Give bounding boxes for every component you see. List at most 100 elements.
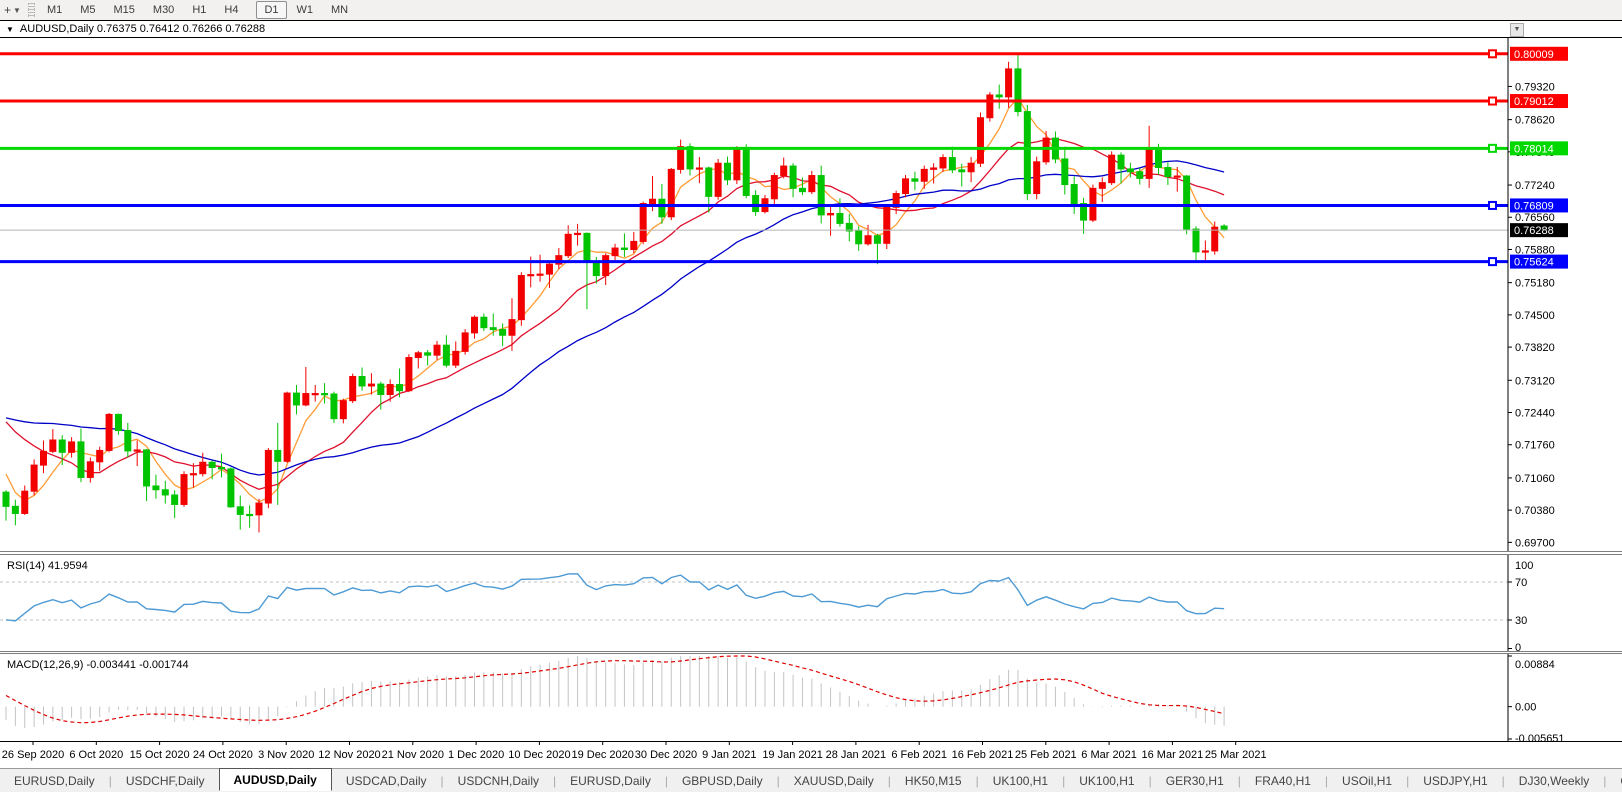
chart-tab-uk100-h1[interactable]: UK100,H1 <box>992 773 1049 788</box>
tab-separator: | <box>975 773 979 788</box>
timeframe-button-m15[interactable]: M15 <box>113 4 135 16</box>
horizontal-lines-layer <box>0 49 1508 267</box>
timeframe-button-h1[interactable]: H1 <box>192 4 207 16</box>
chart-tab-gbpusd-daily[interactable]: GBPUSD,Daily <box>681 773 763 788</box>
chart-tab-eurusd-daily[interactable]: EURUSD,Daily <box>570 773 651 788</box>
tab-separator: | <box>553 773 557 788</box>
candle-body <box>246 513 254 517</box>
chart-tab-hk50-m15[interactable]: HK50,M15 <box>904 773 962 788</box>
timeframe-button-w1[interactable]: W1 <box>296 4 314 16</box>
timeframe-button-m5[interactable]: M5 <box>80 4 96 16</box>
candle-body <box>180 474 188 505</box>
rsi-tick-label: 0 <box>1515 642 1521 651</box>
timeframe-button-m1[interactable]: M1 <box>46 4 63 16</box>
candle-body <box>695 167 703 170</box>
candle-body <box>30 464 38 492</box>
toolbar-grip-handle[interactable] <box>27 3 35 17</box>
candle-body <box>883 206 891 244</box>
candle-body <box>349 375 357 402</box>
candle-body <box>545 263 553 275</box>
chart-tab-usdcnh-daily[interactable]: USDCNH,Daily <box>457 773 540 788</box>
candle-body <box>311 393 319 396</box>
date-labels: 26 Sep 2020 6 Oct 2020 15 Oct 2020 24 Oct 2… <box>2 741 1267 761</box>
chart-tab-uk100-h1[interactable]: UK100,H1 <box>1079 773 1135 788</box>
tab-separator: | <box>887 773 891 788</box>
chart-tab-xauusd-daily[interactable]: XAUUSD,Daily <box>793 773 874 788</box>
candle-body <box>574 232 582 236</box>
date-tick-label: 12 Nov 2020 <box>318 749 380 761</box>
candle-body <box>705 167 713 197</box>
candle-body <box>302 393 310 406</box>
candle-body <box>264 449 272 504</box>
hline-handle[interactable] <box>1488 200 1497 210</box>
timeframe-button-d1[interactable]: D1 <box>256 1 287 19</box>
tab-separator: | <box>1062 773 1066 788</box>
candle-body <box>227 468 235 508</box>
candle-body <box>1033 161 1041 195</box>
candle-body <box>396 384 404 392</box>
crosshair-tool-button[interactable]: + ▼ <box>0 3 25 17</box>
date-tick-label: 24 Oct 2020 <box>193 749 253 761</box>
price-axis: 0.793200.786200.779400.772400.765600.758… <box>1507 38 1568 551</box>
chart-tab-usdjpy-h1[interactable]: USDJPY,H1 <box>1423 773 1488 788</box>
candle-body <box>892 193 900 208</box>
chart-tab-ger30-h1[interactable]: GER30,H1 <box>1165 773 1224 788</box>
price-tick-label: 0.73120 <box>1515 375 1555 387</box>
chart-corner-icon[interactable]: ▼ <box>1510 23 1524 37</box>
candle-body <box>143 449 151 487</box>
candle-body <box>742 147 750 196</box>
tab-list: EURUSD,Daily | USDCHF,Daily AUDUSD,Daily USD… <box>0 768 1622 791</box>
chart-tab-eurusd-daily[interactable]: EURUSD,Daily <box>14 773 95 788</box>
chart-tab-audusd-daily[interactable]: AUDUSD,Daily <box>218 768 332 791</box>
hline-handle[interactable] <box>1488 143 1497 153</box>
hline-handle[interactable] <box>1488 257 1497 267</box>
date-tick-label: 19 Jan 2021 <box>762 749 823 761</box>
hline-handle[interactable] <box>1488 96 1497 106</box>
price-tick-label: 0.69700 <box>1515 537 1555 549</box>
rsi-tick-label: 70 <box>1515 577 1527 589</box>
candle-body <box>508 319 516 336</box>
chart-tab-china300-h1[interactable]: CHINA300,H1 <box>1606 771 1622 791</box>
candle-body <box>1136 171 1144 179</box>
candle-body <box>864 235 872 245</box>
candle-body <box>433 344 441 356</box>
candle-body <box>948 157 956 171</box>
ma-slow-line <box>5 160 1225 476</box>
chart-tab-usdcad-daily[interactable]: USDCAD,Daily <box>345 773 427 788</box>
candle-body <box>339 400 347 420</box>
candle-body <box>967 162 975 173</box>
panel-divider[interactable] <box>0 651 1622 654</box>
chart-dropdown-icon[interactable]: ▼ <box>6 24 14 34</box>
rsi-tick-label: 100 <box>1515 560 1533 572</box>
timeframe-button-h4[interactable]: H4 <box>224 4 239 16</box>
candle-body <box>986 94 994 119</box>
candle-body <box>255 502 263 516</box>
timeframe-button-m30[interactable]: M30 <box>152 4 175 16</box>
timeframe-button-group: M1 M5 M15 M30 H1 H4 D1 W1 MN <box>38 1 357 19</box>
chart-tab-usdchf-daily[interactable]: USDCHF,Daily <box>125 773 205 788</box>
price-tick-label: 0.75880 <box>1515 244 1555 256</box>
tab-separator: | <box>1324 773 1329 788</box>
ma-fast-line <box>5 96 1225 503</box>
chart-tab-dj30-weekly[interactable]: DJ30,Weekly <box>1518 773 1590 788</box>
candle-body <box>714 162 722 197</box>
chart-tab-fra40-h1[interactable]: FRA40,H1 <box>1254 773 1311 788</box>
candle-body <box>1061 158 1069 186</box>
candle-body <box>11 505 19 514</box>
rsi-label: RSI(14) 41.9594 <box>7 560 88 572</box>
candle-body <box>780 165 788 177</box>
candle-body <box>976 117 984 164</box>
chart-tab-usoil-h1[interactable]: USOil,H1 <box>1342 773 1393 788</box>
price-tick-label: 0.75180 <box>1515 278 1555 290</box>
candle-body <box>424 352 432 356</box>
price-tick-label: 0.78620 <box>1515 115 1555 127</box>
crosshair-icon: + <box>4 3 12 17</box>
hline-handle[interactable] <box>1488 49 1497 59</box>
candle-body <box>499 329 507 336</box>
date-tick-label: 19 Dec 2020 <box>572 749 634 761</box>
panel-divider[interactable] <box>0 551 1622 555</box>
price-tick-label: 0.71760 <box>1515 440 1555 452</box>
timeframe-button-mn[interactable]: MN <box>331 4 349 16</box>
hline-price-badge: 0.76809 <box>1514 200 1554 212</box>
candle-body <box>798 187 806 193</box>
